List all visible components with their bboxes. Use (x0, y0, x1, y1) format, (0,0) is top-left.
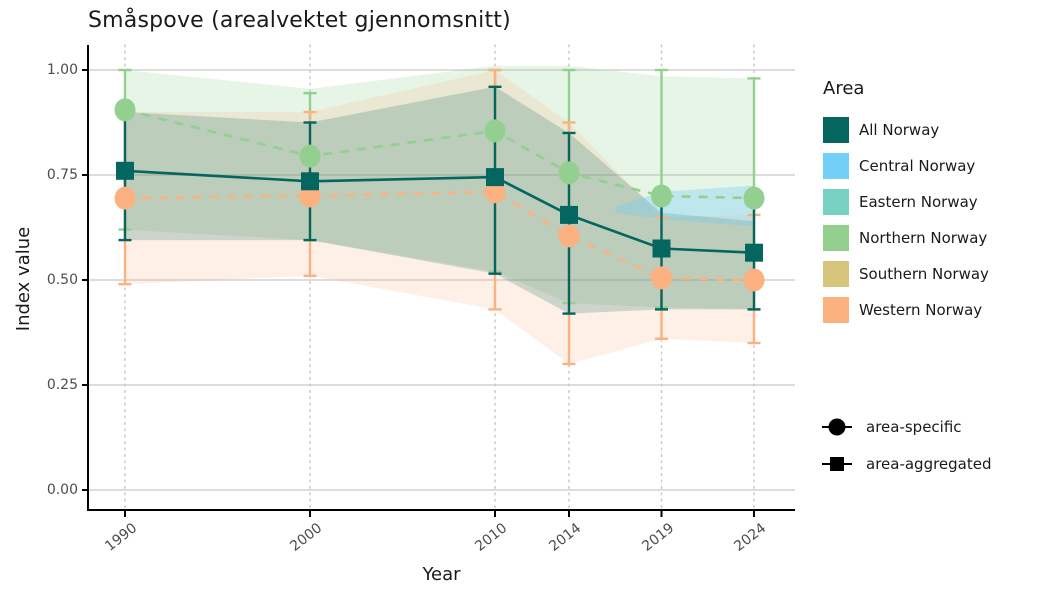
legend-item-western-norway: Western Norway (823, 292, 989, 328)
y-axis-title: Index value (13, 226, 34, 332)
marker-all-norway (116, 161, 134, 180)
line-northern-norway (124, 108, 755, 200)
legend-item-southern-norway: Southern Norway (823, 256, 989, 292)
circle-key-icon (822, 418, 852, 435)
y-tick-label: 0.25 (46, 377, 78, 393)
legend-color-swatch (823, 261, 849, 287)
series-markers (114, 98, 765, 292)
legend-item-central-norway: Central Norway (823, 148, 989, 184)
square-key-icon (822, 456, 852, 471)
y-tick-label: 0.50 (46, 272, 78, 288)
marker-all-norway (486, 168, 504, 187)
marker-all-norway (301, 172, 319, 191)
marker-all-norway (652, 239, 671, 258)
chart-title: Småspove (arealvektet gjennomsnitt) (88, 8, 511, 33)
ribbon-western-norway (125, 70, 754, 364)
shape-legend: area-specific area-aggregated (820, 408, 992, 482)
marker-all-norway (560, 205, 578, 224)
marker-northern-norway (558, 161, 580, 185)
legend-item-label: Eastern Norway (859, 193, 978, 211)
legend-item-label: Southern Norway (859, 265, 989, 283)
legend-color-swatch (823, 225, 849, 251)
shape-legend-label: area-specific (866, 417, 962, 436)
confidence-ribbons (125, 65, 754, 364)
ribbon-central-norway (615, 185, 754, 227)
legend-color-swatch (823, 297, 849, 323)
shape-legend-item-circle: area-specific (820, 408, 992, 445)
marker-western-norway (651, 266, 672, 290)
shape-legend-item-square: area-aggregated (820, 445, 992, 482)
line-western-norway (124, 190, 755, 282)
marker-northern-norway (484, 119, 506, 143)
ribbon-all-norway (125, 86, 754, 314)
legend-item-label: All Norway (859, 121, 940, 139)
series-lines (124, 108, 755, 282)
legend-item-label: Western Norway (859, 301, 983, 319)
legend-item-label: Central Norway (859, 157, 976, 175)
shape-legend-label: area-aggregated (866, 454, 992, 473)
legend-item-northern-norway: Northern Norway (823, 220, 989, 256)
legend-color-swatch (823, 189, 849, 215)
axes (82, 45, 795, 517)
y-tick-label: 0.75 (46, 167, 78, 183)
legend-item-all-norway: All Norway (823, 112, 989, 148)
legend-item-label: Northern Norway (859, 229, 988, 247)
marker-western-norway (558, 224, 580, 248)
legend-item-eastern-norway: Eastern Norway (823, 184, 989, 220)
legend-title: Area (823, 78, 865, 99)
area-legend: Area All Norway Central Norway Eastern Nor… (823, 78, 989, 328)
y-tick-label: 0.00 (46, 482, 78, 498)
x-axis-title: Year (422, 564, 461, 585)
y-tick-label: 1.00 (46, 62, 78, 78)
ribbon-northern-norway (125, 65, 754, 310)
marker-western-norway (114, 186, 136, 210)
marker-western-norway (743, 268, 765, 292)
marker-northern-norway (743, 186, 765, 210)
marker-all-norway (745, 243, 763, 262)
marker-northern-norway (299, 144, 321, 168)
marker-northern-norway (114, 98, 136, 122)
legend-color-swatch (823, 117, 849, 143)
line-all-norway (124, 169, 755, 254)
marker-northern-norway (651, 184, 672, 208)
legend-color-swatch (823, 153, 849, 179)
